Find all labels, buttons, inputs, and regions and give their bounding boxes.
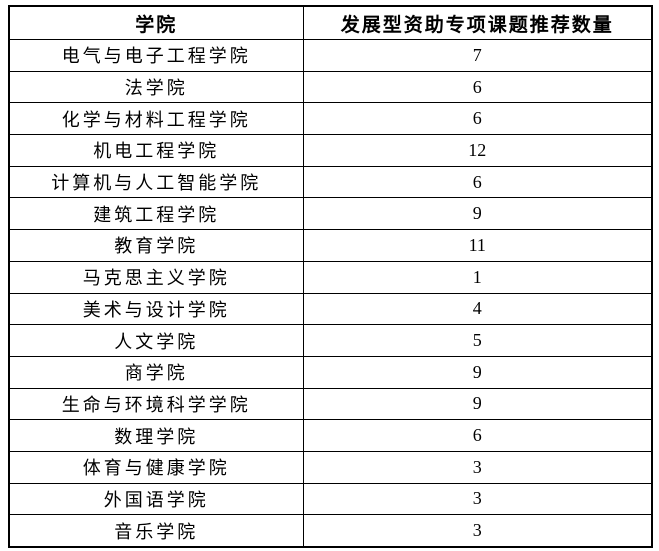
header-row: 学院 发展型资助专项课题推荐数量 — [8, 5, 653, 40]
table-row: 数理学院 6 — [8, 419, 653, 452]
college-cell: 法学院 — [8, 70, 304, 104]
table-row: 机电工程学院 12 — [8, 134, 653, 167]
college-cell: 音乐学院 — [8, 514, 304, 548]
college-cell: 人文学院 — [8, 324, 304, 357]
header-college: 学院 — [8, 5, 304, 40]
table-row: 电气与电子工程学院 7 — [8, 39, 653, 72]
table-row: 美术与设计学院 4 — [8, 292, 653, 326]
count-cell: 4 — [302, 292, 653, 326]
table-row: 教育学院 11 — [8, 229, 653, 262]
count-cell: 12 — [302, 134, 653, 167]
college-quota-table: 学院 发展型资助专项课题推荐数量 电气与电子工程学院 7 法学院 6 化学与材料… — [8, 5, 653, 548]
college-cell: 化学与材料工程学院 — [8, 102, 304, 136]
count-cell: 6 — [302, 419, 653, 452]
table-row: 人文学院 5 — [8, 324, 653, 357]
table-row: 生命与环境科学学院 9 — [8, 387, 653, 421]
college-cell: 机电工程学院 — [8, 134, 304, 167]
count-cell: 9 — [302, 387, 653, 421]
college-cell: 教育学院 — [8, 229, 304, 262]
table-body: 电气与电子工程学院 7 法学院 6 化学与材料工程学院 6 机电工程学院 12 … — [8, 39, 653, 548]
count-cell: 7 — [302, 39, 653, 72]
count-cell: 9 — [302, 197, 653, 231]
table-row: 建筑工程学院 9 — [8, 197, 653, 231]
college-cell: 商学院 — [8, 355, 304, 389]
count-cell: 1 — [302, 260, 653, 294]
table-row: 外国语学院 3 — [8, 482, 653, 516]
count-cell: 6 — [302, 165, 653, 199]
table-header: 学院 发展型资助专项课题推荐数量 — [8, 5, 653, 40]
table-row: 化学与材料工程学院 6 — [8, 102, 653, 136]
table-row: 马克思主义学院 1 — [8, 260, 653, 294]
college-cell: 数理学院 — [8, 419, 304, 452]
table-row: 法学院 6 — [8, 70, 653, 104]
table-row: 体育与健康学院 3 — [8, 450, 653, 484]
table-row: 计算机与人工智能学院 6 — [8, 165, 653, 199]
table-row: 音乐学院 3 — [8, 514, 653, 548]
college-cell: 电气与电子工程学院 — [8, 39, 304, 72]
count-cell: 5 — [302, 324, 653, 357]
college-cell: 建筑工程学院 — [8, 197, 304, 231]
college-cell: 外国语学院 — [8, 482, 304, 516]
count-cell: 6 — [302, 102, 653, 136]
college-cell: 美术与设计学院 — [8, 292, 304, 326]
count-cell: 3 — [302, 482, 653, 516]
count-cell: 6 — [302, 70, 653, 104]
table-row: 商学院 9 — [8, 355, 653, 389]
college-cell: 马克思主义学院 — [8, 260, 304, 294]
header-count: 发展型资助专项课题推荐数量 — [302, 5, 653, 40]
count-cell: 3 — [302, 450, 653, 484]
college-cell: 体育与健康学院 — [8, 450, 304, 484]
count-cell: 11 — [302, 229, 653, 262]
count-cell: 3 — [302, 514, 653, 548]
college-cell: 生命与环境科学学院 — [8, 387, 304, 421]
college-cell: 计算机与人工智能学院 — [8, 165, 304, 199]
count-cell: 9 — [302, 355, 653, 389]
